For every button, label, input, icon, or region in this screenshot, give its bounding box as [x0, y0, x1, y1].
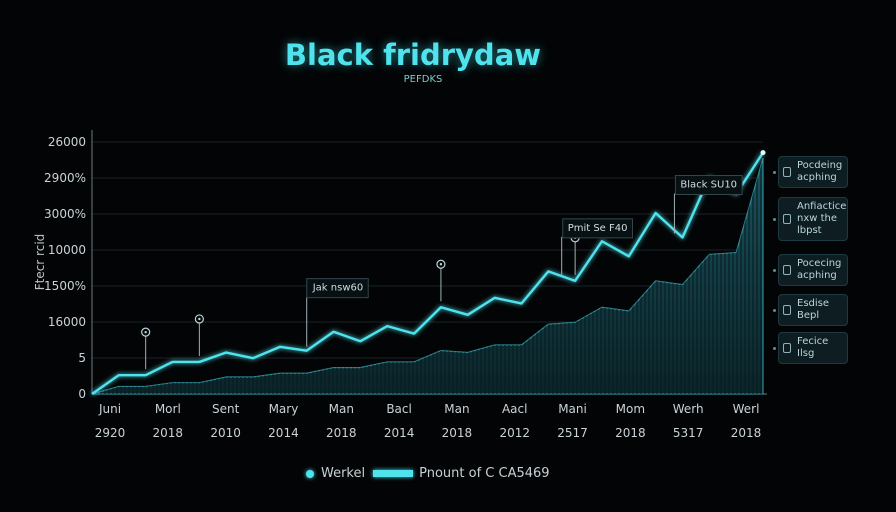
side-note-5: Fecice Ilsg — [773, 332, 848, 364]
x-tick-label: Mani — [558, 402, 587, 416]
document-icon — [783, 305, 791, 315]
x-tick-label: Morl — [155, 402, 181, 416]
legend-label-2: Pnount of C CA5469 — [419, 466, 550, 481]
legend-dot-icon — [306, 469, 314, 478]
annotation-label: Black SU10 — [680, 179, 737, 190]
side-note-4: Esdise Bepl — [773, 294, 848, 326]
chart-subtitle: PEFDKS — [403, 74, 443, 85]
annotation-label: Jak nsw60 — [312, 283, 364, 294]
y-tick-label: 16000 — [48, 315, 86, 329]
side-note-text: Anfiactice nxw the lbpst — [797, 201, 847, 236]
x-tick-year-label: 2018 — [442, 426, 473, 440]
y-tick-label: 2900% — [44, 171, 86, 185]
x-tick-label: Mom — [616, 402, 645, 416]
x-tick-year-label: 2018 — [153, 426, 184, 440]
y-tick-label: 0 — [78, 387, 86, 401]
x-tick-year-label: 2014 — [384, 426, 415, 440]
annotation-box — [562, 218, 634, 239]
connector-dot-icon — [773, 347, 776, 350]
side-note-text: Pocdeing acphing — [797, 160, 843, 183]
x-tick-label: Mary — [269, 402, 299, 416]
x-tick-label: Man — [329, 402, 354, 416]
side-note-1: Pocdeing acphing — [773, 156, 848, 188]
x-tick-label: Man — [444, 402, 469, 416]
area-series-texture — [92, 158, 763, 394]
x-tick-year-label: 2018 — [731, 426, 762, 440]
side-note-text: Pocecing acphing — [797, 258, 842, 281]
x-tick-year-label: 2517 — [557, 426, 588, 440]
line-end-point — [760, 150, 766, 156]
document-icon — [783, 265, 791, 275]
side-note-text: Esdise Bepl — [797, 298, 830, 321]
x-tick-label: Aacl — [502, 402, 528, 416]
x-tick-year-label: 2920 — [95, 426, 126, 440]
annotation-label: Pmit Se F40 — [568, 223, 628, 234]
side-note-text: Fecice Ilsg — [797, 336, 829, 359]
chart-legend: Werkel Pnount of C CA5469 — [306, 466, 550, 481]
line-series — [91, 151, 765, 395]
y-axis-label: Ftecr rcid — [33, 234, 47, 291]
side-note-3: Pocecing acphing — [773, 254, 848, 286]
y-tick-label: 3000% — [44, 207, 86, 221]
x-tick-label: Juni — [98, 402, 121, 416]
connector-dot-icon — [773, 171, 776, 174]
y-tick-label: 10000 — [48, 243, 86, 257]
x-tick-year-label: 2018 — [615, 426, 646, 440]
x-tick-year-label: 2014 — [268, 426, 299, 440]
x-tick-year-label: 2018 — [326, 426, 357, 440]
x-tick-label: Sent — [212, 402, 240, 416]
document-icon — [783, 214, 791, 224]
legend-label-1: Werkel — [321, 466, 366, 481]
document-icon — [783, 167, 791, 177]
y-tick-label: 1500% — [44, 279, 86, 293]
x-tick-year-label: 2012 — [499, 426, 530, 440]
y-tick-label: 26000 — [48, 135, 86, 149]
document-icon — [783, 343, 791, 353]
connector-dot-icon — [773, 218, 776, 221]
x-tick-label: Werh — [673, 402, 704, 416]
chart-title: Black fridrydaw — [284, 38, 542, 72]
connector-dot-icon — [773, 309, 776, 312]
y-tick-label: 5 — [78, 351, 86, 365]
side-note-2: Anfiactice nxw the lbpst — [773, 197, 848, 241]
marker-point-center — [198, 317, 201, 321]
x-tick-label: Bacl — [386, 402, 412, 416]
legend-bar-icon — [373, 470, 414, 477]
x-tick-year-label: 5317 — [673, 426, 704, 440]
annotation-box — [674, 174, 743, 195]
annotation-box — [306, 278, 369, 299]
marker-point-center — [144, 330, 147, 334]
connector-dot-icon — [773, 269, 776, 272]
marker-point-center — [439, 263, 443, 266]
x-tick-label: Werl — [733, 402, 760, 416]
x-tick-year-label: 2010 — [210, 426, 241, 440]
